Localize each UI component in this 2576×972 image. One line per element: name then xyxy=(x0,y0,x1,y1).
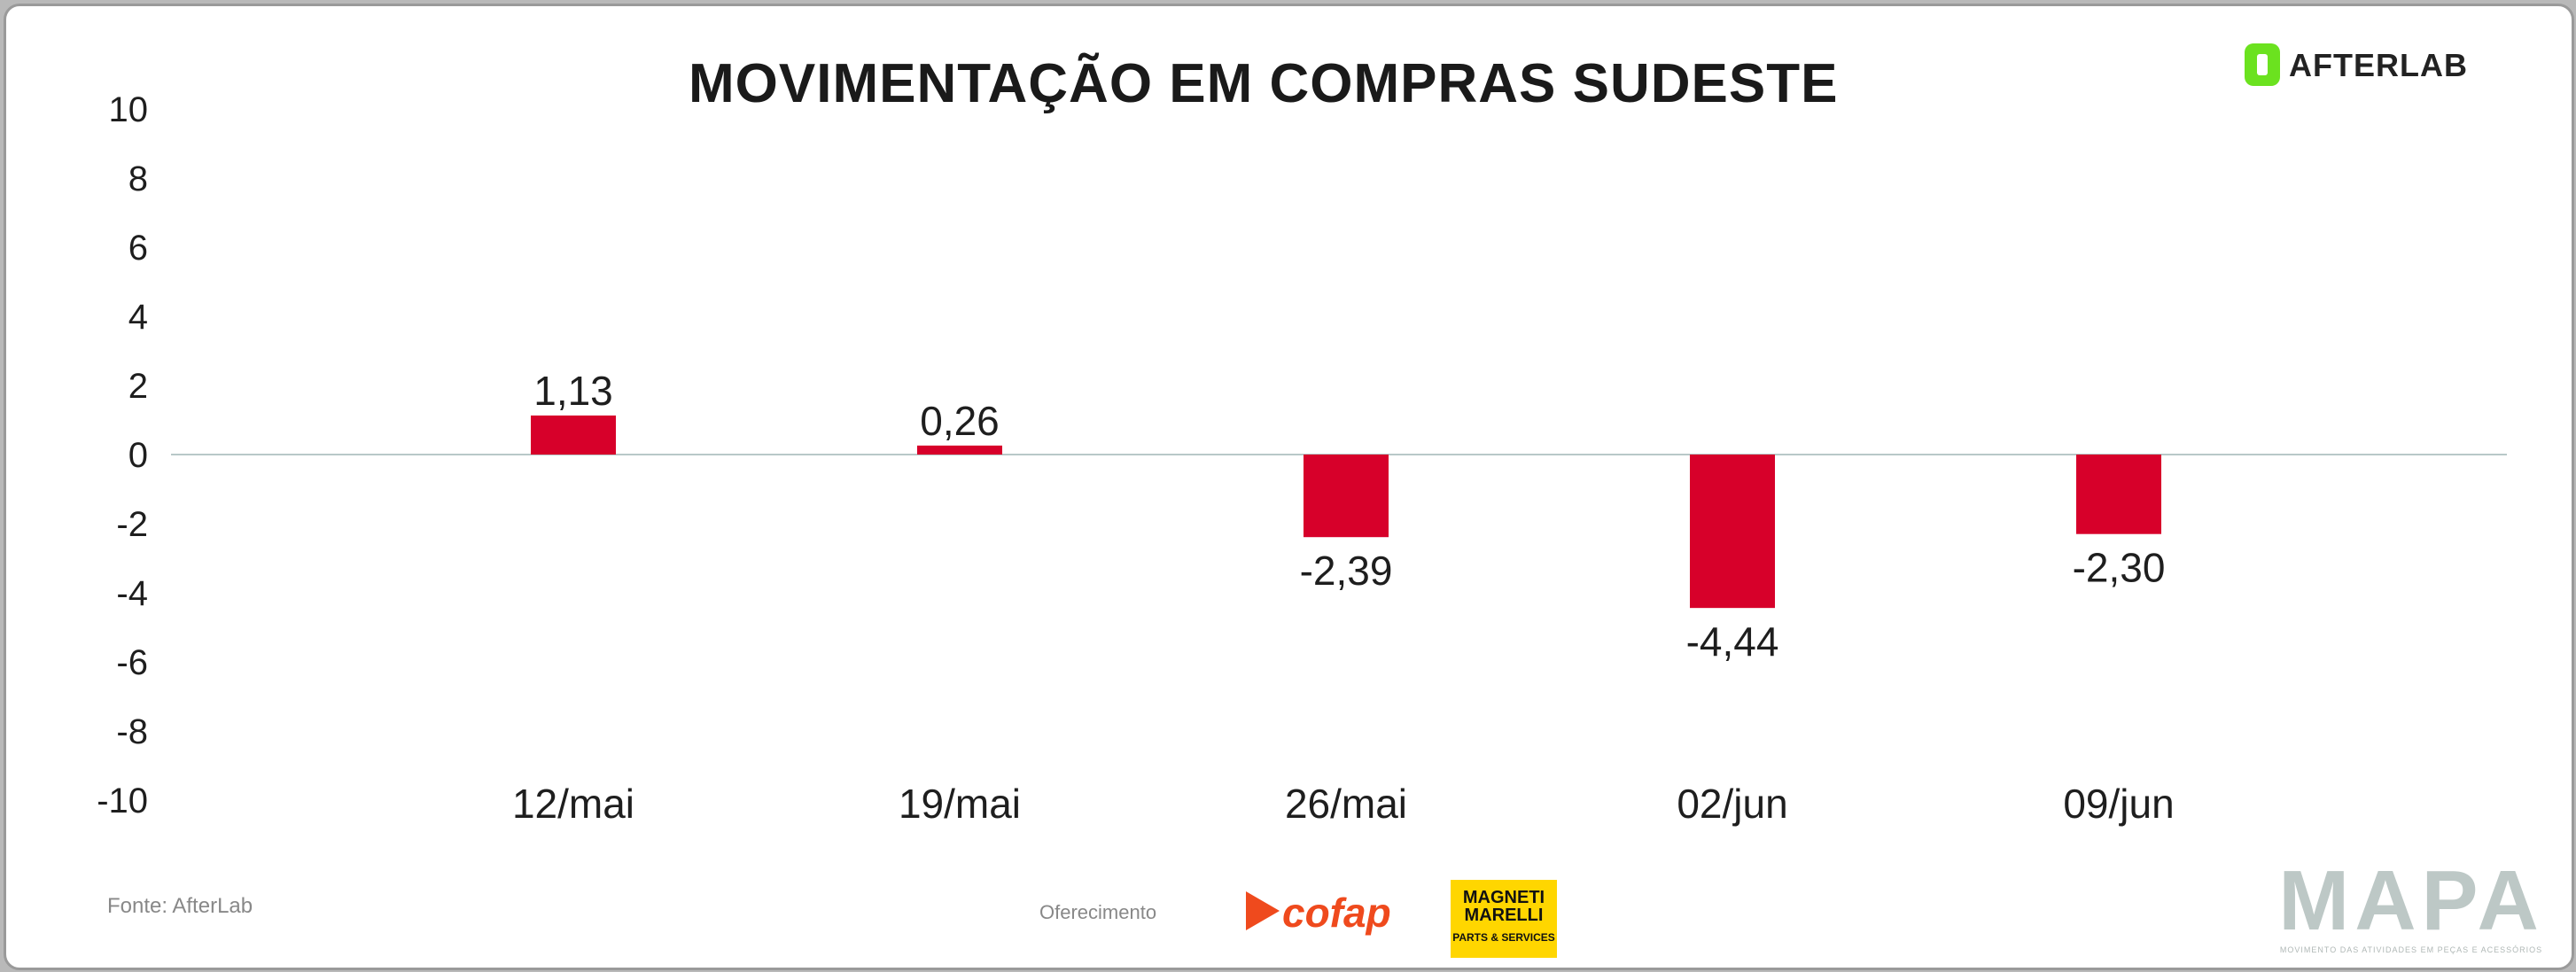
y-tick-label: -10 xyxy=(97,781,148,820)
x-tick-label: 19/mai xyxy=(899,781,1021,827)
y-tick-label: 2 xyxy=(128,367,148,406)
y-tick-label: -2 xyxy=(116,505,148,544)
bar xyxy=(2076,455,2161,534)
bar xyxy=(1304,455,1389,538)
bar xyxy=(1690,455,1775,609)
source-note: Fonte: AfterLab xyxy=(107,894,253,918)
chart-title: MOVIMENTAÇÃO EM COMPRAS SUDESTE xyxy=(689,53,1839,114)
y-tick-label: 8 xyxy=(128,159,148,198)
y-tick-label: -4 xyxy=(116,574,148,613)
bar-value-label: -2,30 xyxy=(2073,545,2166,591)
y-tick-label: -6 xyxy=(116,643,148,682)
afterlab-logo-text: AFTERLAB xyxy=(2289,47,2468,83)
bar xyxy=(531,415,616,455)
value-labels: 1,13 0,26 -2,39 -4,44 -2,30 xyxy=(533,368,2165,665)
y-tick-label: 10 xyxy=(109,90,149,129)
bar-value-label: 0,26 xyxy=(920,398,1000,444)
bar-value-label: -4,44 xyxy=(1686,618,1779,665)
mapa-logo-text: MAPA xyxy=(2278,853,2544,948)
x-axis: 12/mai 19/mai 26/mai 02/jun 09/jun xyxy=(512,781,2175,827)
sponsor-label: Oferecimento xyxy=(1039,901,1157,923)
afterlab-logo-icon xyxy=(2245,43,2280,86)
magneti-marelli-subtitle: PARTS & SERVICES xyxy=(1452,931,1555,944)
cofap-logo-text: cofap xyxy=(1282,890,1391,936)
y-tick-label: 0 xyxy=(128,436,148,475)
cofap-logo: cofap xyxy=(1243,887,1420,940)
x-tick-label: 12/mai xyxy=(512,781,634,827)
x-tick-label: 02/jun xyxy=(1677,781,1787,827)
bar xyxy=(917,445,1002,455)
cofap-logo-icon xyxy=(1246,891,1280,930)
bar-value-label: -2,39 xyxy=(1300,548,1393,594)
y-axis: 10 8 6 4 2 0 -2 -4 -6 -8 -10 xyxy=(97,90,148,820)
afterlab-logo: AFTERLAB xyxy=(2245,40,2519,93)
mapa-tagline: MOVIMENTO DAS ATIVIDADES EM PEÇAS E ACES… xyxy=(2279,945,2543,954)
bar-value-label: 1,13 xyxy=(533,368,613,414)
magneti-marelli-logo-text: MAGNETI MARELLI xyxy=(1462,888,1545,925)
magneti-marelli-logo: MAGNETI MARELLI PARTS & SERVICES xyxy=(1451,880,1557,958)
x-tick-label: 26/mai xyxy=(1285,781,1407,827)
y-tick-label: -8 xyxy=(116,712,148,751)
x-tick-label: 09/jun xyxy=(2063,781,2174,827)
mapa-logo: MAPA MOVIMENTO DAS ATIVIDADES EM PEÇAS E… xyxy=(2278,857,2544,963)
y-tick-label: 6 xyxy=(128,229,148,268)
bars xyxy=(531,415,2161,609)
y-tick-label: 4 xyxy=(128,298,148,337)
bar-chart: 10 8 6 4 2 0 -2 -4 -6 -8 -10 1,13 0,26 -2,39 -4,44 -2,… xyxy=(97,90,2507,827)
chart-frame: 10 8 6 4 2 0 -2 -4 -6 -8 -10 1,13 0,26 -2,39 -4,44 -2,… xyxy=(4,4,2574,970)
